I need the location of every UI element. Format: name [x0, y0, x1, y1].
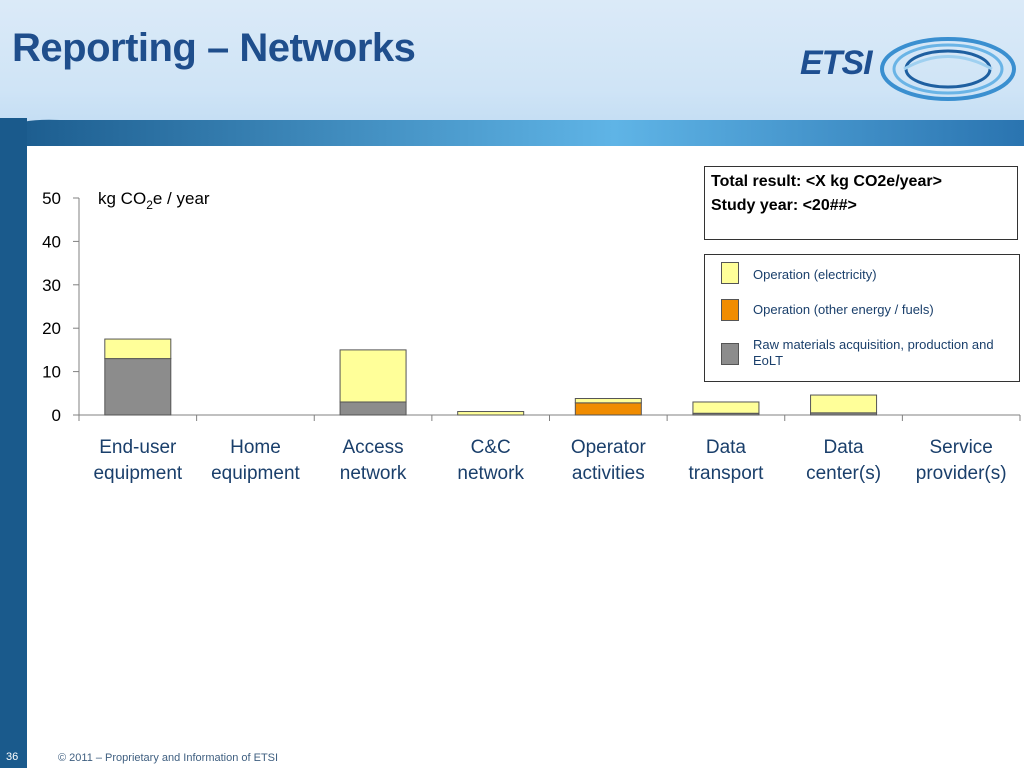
x-category-label: transport: [688, 463, 764, 484]
x-category-label: provider(s): [916, 463, 1007, 484]
chart-legend: Operation (electricity) Operation (other…: [704, 254, 1020, 382]
x-category-label: center(s): [806, 463, 881, 484]
slide-content: [27, 146, 1024, 768]
legend-swatch-raw-materials: [721, 343, 739, 365]
footer-copyright: © 2011 – Proprietary and Information of …: [58, 752, 279, 764]
bar-segment: [574, 402, 642, 416]
bar-segment: [692, 401, 760, 414]
legend-label-other-energy: Operation (other energy / fuels): [753, 302, 934, 317]
bar-segment: [810, 394, 878, 414]
total-result-text: Total result: <X kg CO2e/year>: [711, 173, 942, 190]
x-category-label: equipment: [93, 463, 182, 484]
legend-swatch-electricity: [721, 262, 739, 284]
total-result-box: Total result: <X kg CO2e/year> Study yea…: [704, 166, 1018, 240]
y-tick-label: 10: [42, 363, 61, 382]
x-category-label: C&C: [471, 437, 511, 458]
x-category-label: equipment: [211, 463, 300, 484]
x-category-label: Operator: [571, 437, 647, 458]
bar-chart: 0 10 20 30 40 50 kg CO2e / year End-user equipme…: [42, 189, 1021, 484]
x-category-label: network: [457, 463, 524, 484]
x-category-label: Data: [706, 437, 747, 458]
x-category-label: Data: [823, 437, 864, 458]
bar-segment: [457, 411, 525, 416]
bar-segment: [104, 358, 172, 416]
header-swoosh: [0, 119, 1024, 146]
bar-segment: [574, 398, 642, 404]
x-category-label: network: [340, 463, 407, 484]
page-number: 36: [6, 751, 19, 763]
bar-segment: [339, 349, 407, 403]
study-year-text: Study year: <20##>: [711, 197, 857, 214]
y-tick-label: 50: [42, 189, 61, 208]
x-category-label: Service: [930, 437, 993, 458]
slide-title: Reporting – Networks: [12, 26, 416, 70]
left-sidebar-bar: [0, 118, 27, 768]
etsi-logo: ETSI: [800, 34, 1020, 104]
x-category-label: activities: [572, 463, 645, 484]
y-tick-label: 30: [42, 276, 61, 295]
legend-swatch-other-energy: [721, 299, 739, 321]
x-category-label: End-user: [99, 437, 177, 458]
legend-label-electricity: Operation (electricity): [753, 267, 877, 282]
logo-text: ETSI: [800, 44, 873, 82]
y-tick-label: 40: [42, 232, 61, 251]
x-category-label: Access: [342, 437, 403, 458]
y-axis-label: kg CO2e / year: [98, 189, 210, 212]
bar-segment: [104, 338, 172, 360]
logo-rings-icon: [880, 37, 1016, 101]
x-category-label: Home: [230, 437, 281, 458]
y-tick-label: 0: [52, 406, 61, 425]
bar-segment: [339, 401, 407, 416]
y-tick-label: 20: [42, 319, 61, 338]
legend-label-raw-materials: Raw materials acquisition, production an…: [753, 337, 994, 368]
